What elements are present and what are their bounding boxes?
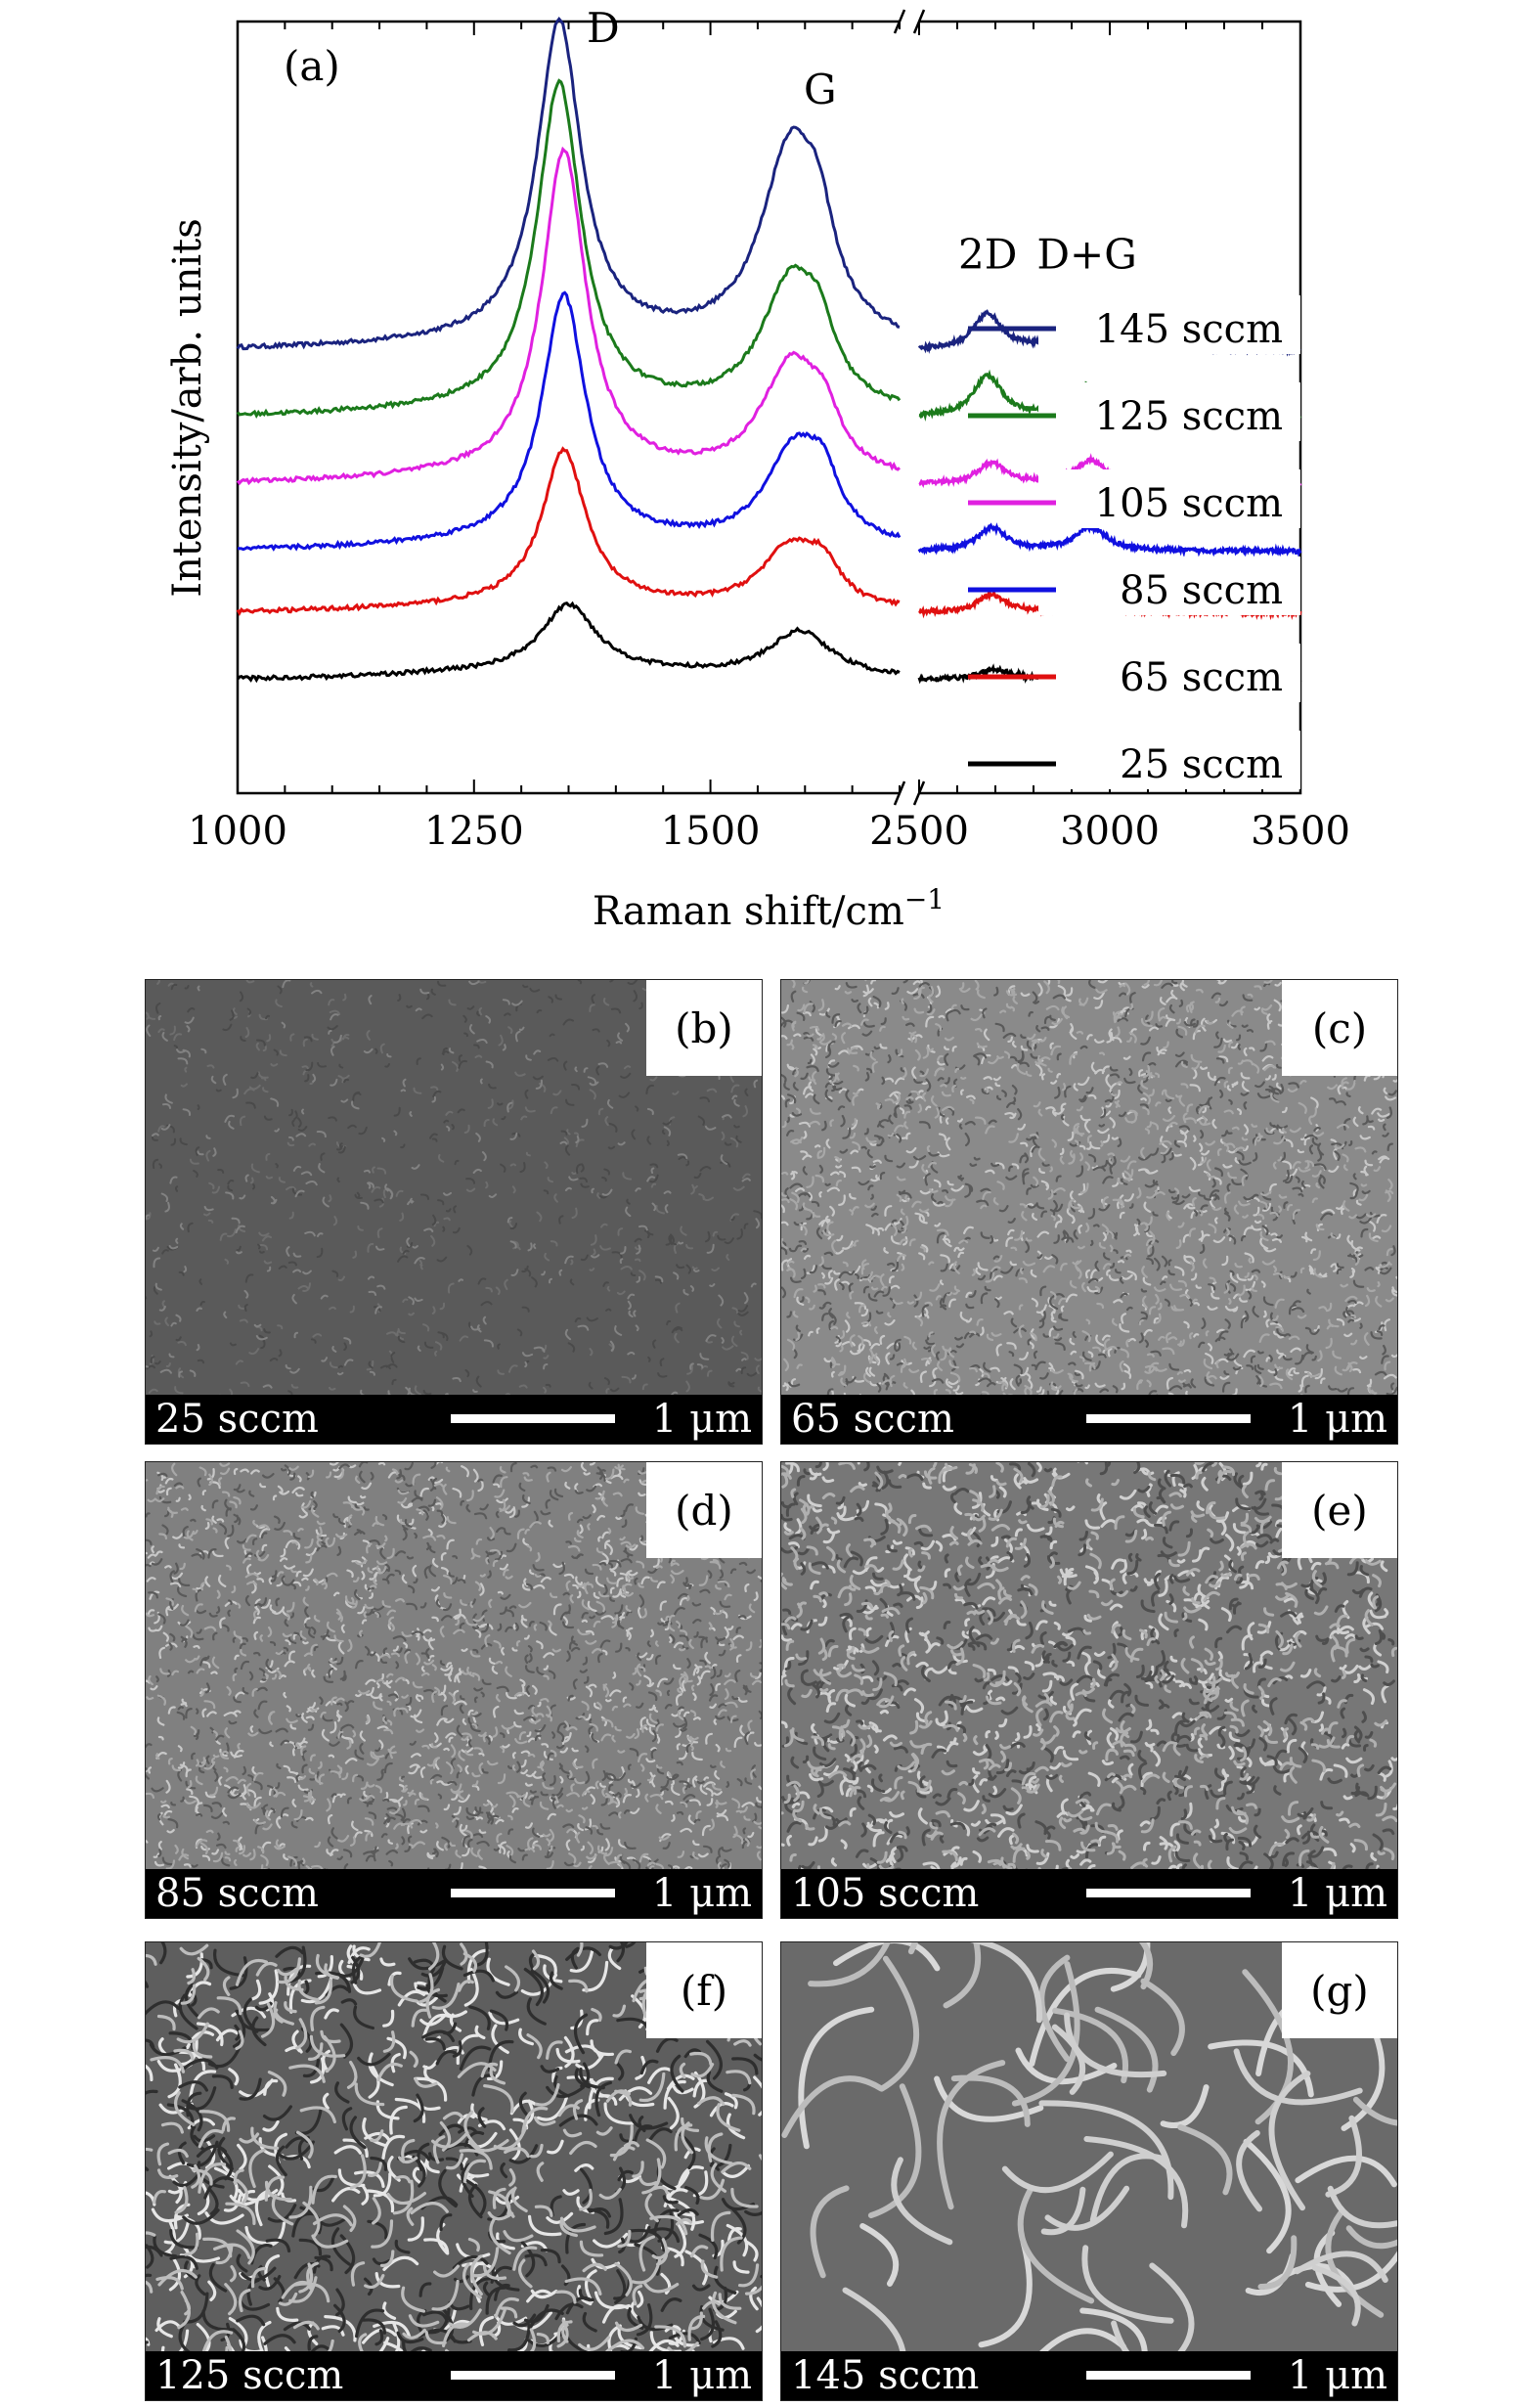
sem-panel-c: (c) 65 sccm 1 μm: [780, 979, 1398, 1445]
x-tick-label: 1250: [424, 809, 524, 854]
condition-text-c: 65 sccm: [791, 1397, 954, 1442]
scale-bar-b: [451, 1414, 615, 1423]
scale-bar-e: [1086, 1889, 1251, 1897]
x-tick-label: 1500: [661, 809, 761, 854]
sem-texture-g: [842, 1942, 1397, 2400]
sem-panel-g: (g) 145 sccm 1 μm: [780, 1941, 1398, 2401]
condition-text-e: 105 sccm: [791, 1871, 980, 1916]
series-line-85-sccm: [238, 290, 902, 552]
sem-panel-e: (e) 105 sccm 1 μm: [780, 1461, 1398, 1919]
panel-label-e: (e): [1282, 1462, 1397, 1558]
series-line-105-sccm: [236, 146, 902, 486]
y-axis-label: Intensity/arb. units: [165, 218, 210, 597]
sem-texture-g: [781, 1942, 1397, 2400]
scale-label-e: 1 μm: [1287, 1871, 1387, 1916]
peak-label-G: G: [804, 66, 837, 113]
info-bar-b: 25 sccm 1 μm: [146, 1395, 762, 1444]
condition-text-g: 145 sccm: [791, 2353, 980, 2398]
panel-label-g: (g): [1282, 1942, 1397, 2038]
x-tick-label: 2500: [869, 809, 969, 854]
scale-bar-g: [1086, 2371, 1251, 2380]
legend-backdrop: [1038, 731, 1300, 789]
panel-label-b: (b): [646, 980, 762, 1076]
condition-text-d: 85 sccm: [155, 1871, 319, 1916]
sem-texture-c: [781, 980, 1397, 1444]
scale-label-c: 1 μm: [1287, 1397, 1387, 1442]
sem-panel-f: (f) 125 sccm 1 μm: [145, 1941, 763, 2401]
info-bar-e: 105 sccm 1 μm: [781, 1869, 1397, 1918]
info-bar-c: 65 sccm 1 μm: [781, 1395, 1397, 1444]
axis-break-marks: [893, 9, 926, 806]
scale-label-f: 1 μm: [651, 2353, 752, 2398]
scale-label-b: 1 μm: [651, 1397, 752, 1442]
legend-backdrop: [1038, 469, 1300, 528]
scale-label-d: 1 μm: [651, 1871, 752, 1916]
axis-break-gap-top: [900, 10, 919, 33]
legend-backdrop: [1038, 644, 1300, 702]
series-line-125-sccm: [236, 78, 902, 420]
legend-label-125-sccm: 125 sccm: [1095, 394, 1283, 439]
condition-text-f: 125 sccm: [155, 2353, 344, 2398]
legend-label-145-sccm: 145 sccm: [1095, 307, 1283, 352]
peak-label-D: D: [587, 4, 620, 52]
legend-label-105-sccm: 105 sccm: [1095, 481, 1283, 526]
panel-label-f: (f): [646, 1942, 762, 2038]
x-tick-label: 3500: [1251, 809, 1350, 854]
scale-bar-c: [1086, 1414, 1251, 1423]
peak-labels: D G 2D D+G: [587, 4, 1137, 278]
series-line-25-sccm: [236, 601, 901, 684]
info-bar-f: 125 sccm 1 μm: [146, 2351, 762, 2400]
x-tick-label: 3000: [1060, 809, 1160, 854]
series-line-85-sccm: [917, 522, 1302, 558]
raman-chart: 1000 1250 1500 2500 3000 3500 145 sccm 125 scc…: [165, 4, 1350, 934]
scale-label-g: 1 μm: [1287, 2353, 1387, 2398]
panel-label-d: (d): [646, 1462, 762, 1558]
scale-bar-d: [451, 1889, 615, 1897]
sem-texture-b: [146, 980, 762, 1444]
sem-panel-d: (d) 85 sccm 1 μm: [145, 1461, 763, 1919]
legend-label-25-sccm: 25 sccm: [1120, 742, 1283, 787]
panel-label-c: (c): [1282, 980, 1397, 1076]
x-axis-label: Raman shift/cm−1: [593, 883, 945, 934]
scale-bar-f: [451, 2371, 615, 2380]
info-bar-d: 85 sccm 1 μm: [146, 1869, 762, 1918]
axis-break-gap-bottom: [900, 781, 919, 805]
sem-panel-b: (b) 25 sccm 1 μm: [145, 979, 763, 1445]
peak-label-2D: 2D: [958, 230, 1017, 278]
legend-backdrop: [1038, 295, 1300, 354]
legend-label-65-sccm: 65 sccm: [1120, 655, 1283, 700]
legend-backdrop: [1038, 557, 1300, 615]
peak-label-DplusG: D+G: [1036, 230, 1136, 278]
axis-ticks: 1000 1250 1500 2500 3000 3500: [188, 22, 1350, 854]
panel-label-a: (a): [284, 42, 340, 90]
series-line-65-sccm: [236, 446, 901, 616]
series-line-145-sccm: [236, 16, 901, 351]
legend-backdrop: [1038, 382, 1300, 441]
legend-label-85-sccm: 85 sccm: [1120, 568, 1283, 613]
condition-text-b: 25 sccm: [155, 1397, 319, 1442]
legend: 145 sccm 125 sccm 105 sccm 85 sccm 65 sccm 25…: [968, 295, 1300, 789]
info-bar-g: 145 sccm 1 μm: [781, 2351, 1397, 2400]
x-tick-label: 1000: [188, 809, 287, 854]
